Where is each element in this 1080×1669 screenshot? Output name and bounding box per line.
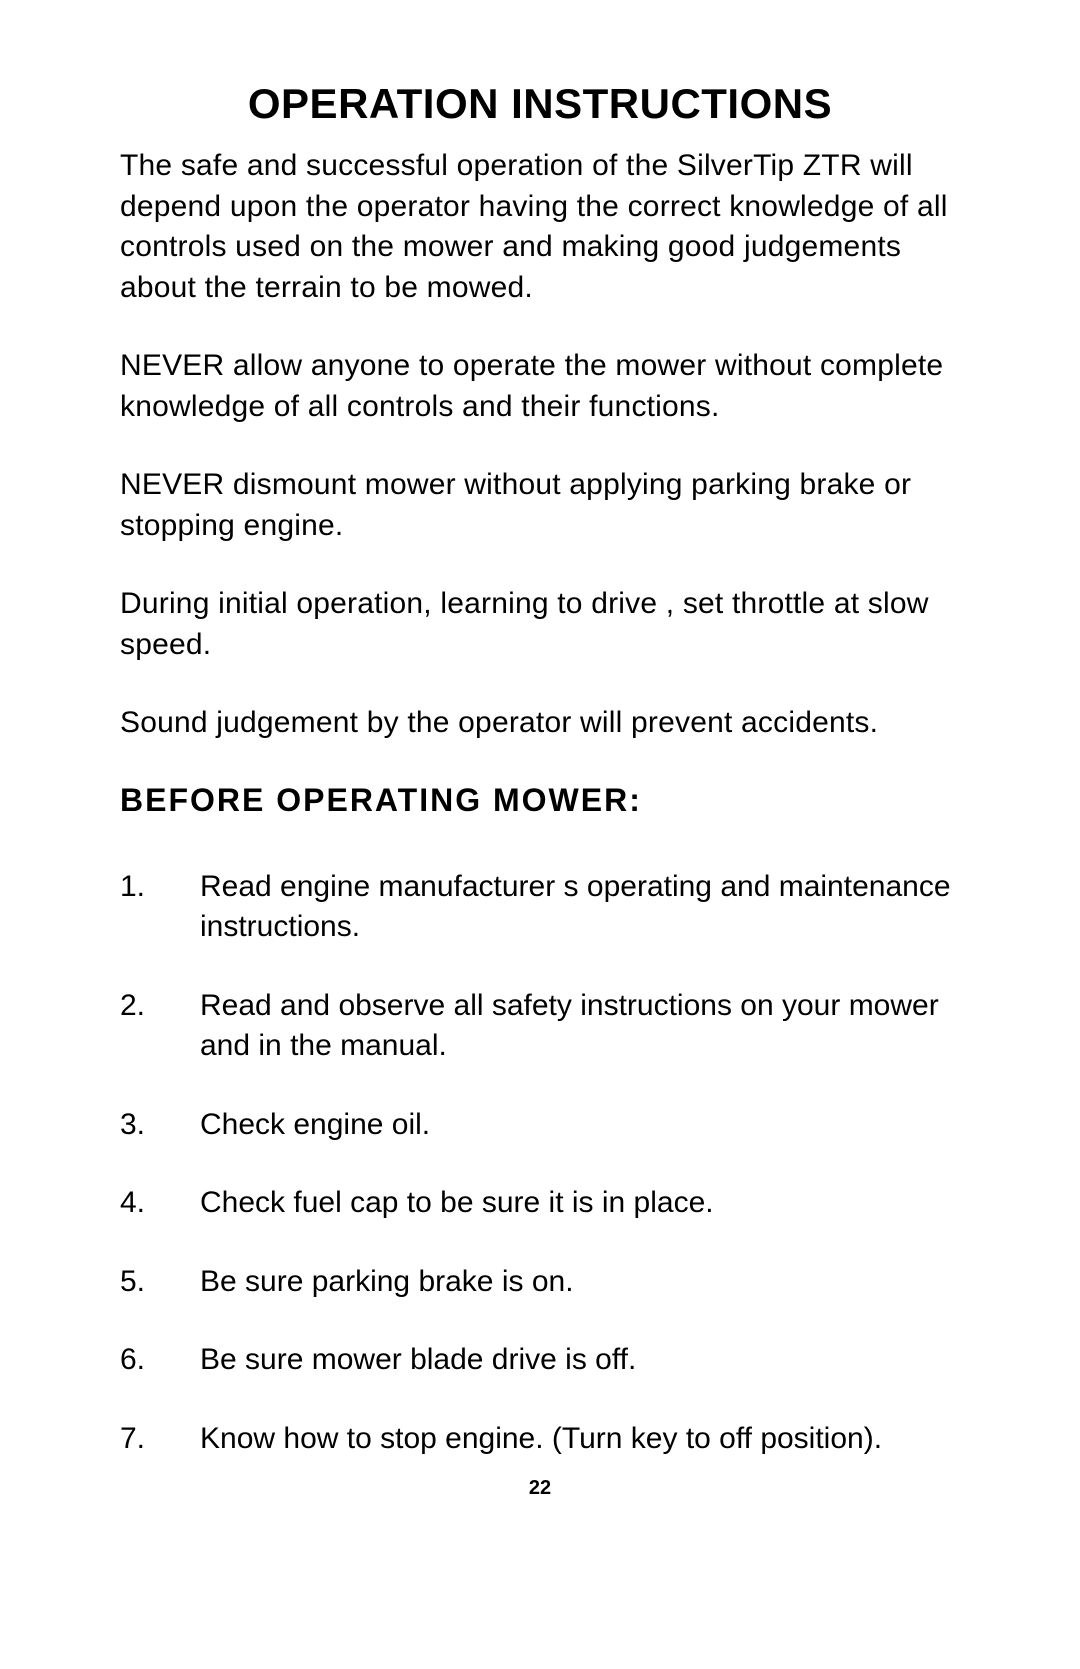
list-item-number: 7. xyxy=(120,1419,200,1460)
intro-paragraph-1: The safe and successful operation of the… xyxy=(120,146,960,308)
list-item: 6. Be sure mower blade drive is off. xyxy=(120,1340,960,1381)
list-item-number: 3. xyxy=(120,1105,200,1146)
list-item-text: Be sure mower blade drive is off. xyxy=(200,1340,960,1381)
list-item-number: 5. xyxy=(120,1262,200,1303)
list-item: 5. Be sure parking brake is on. xyxy=(120,1262,960,1303)
list-item-text: Read engine manufacturer s operating and… xyxy=(200,867,960,948)
list-item-number: 1. xyxy=(120,867,200,948)
intro-paragraph-2: NEVER allow anyone to operate the mower … xyxy=(120,346,960,427)
list-item-number: 6. xyxy=(120,1340,200,1381)
before-operating-list: 1. Read engine manufacturer s operating … xyxy=(120,867,960,1460)
intro-paragraph-5: Sound judgement by the operator will pre… xyxy=(120,703,960,744)
list-item: 4. Check fuel cap to be sure it is in pl… xyxy=(120,1183,960,1224)
list-item-text: Check engine oil. xyxy=(200,1105,960,1146)
list-item-text: Be sure parking brake is on. xyxy=(200,1262,960,1303)
list-item-text: Know how to stop engine. (Turn key to of… xyxy=(200,1419,960,1460)
list-item: 3. Check engine oil. xyxy=(120,1105,960,1146)
intro-paragraph-3: NEVER dismount mower without applying pa… xyxy=(120,465,960,546)
list-item: 7. Know how to stop engine. (Turn key to… xyxy=(120,1419,960,1460)
list-item: 1. Read engine manufacturer s operating … xyxy=(120,867,960,948)
intro-paragraph-4: During initial operation, learning to dr… xyxy=(120,584,960,665)
section-subheading: BEFORE OPERATING MOWER: xyxy=(120,782,960,819)
list-item: 2. Read and observe all safety instructi… xyxy=(120,986,960,1067)
list-item-text: Check fuel cap to be sure it is in place… xyxy=(200,1183,960,1224)
page-number: 22 xyxy=(120,1477,960,1500)
page-title: OPERATION INSTRUCTIONS xyxy=(120,80,960,128)
list-item-text: Read and observe all safety instructions… xyxy=(200,986,960,1067)
list-item-number: 2. xyxy=(120,986,200,1067)
list-item-number: 4. xyxy=(120,1183,200,1224)
